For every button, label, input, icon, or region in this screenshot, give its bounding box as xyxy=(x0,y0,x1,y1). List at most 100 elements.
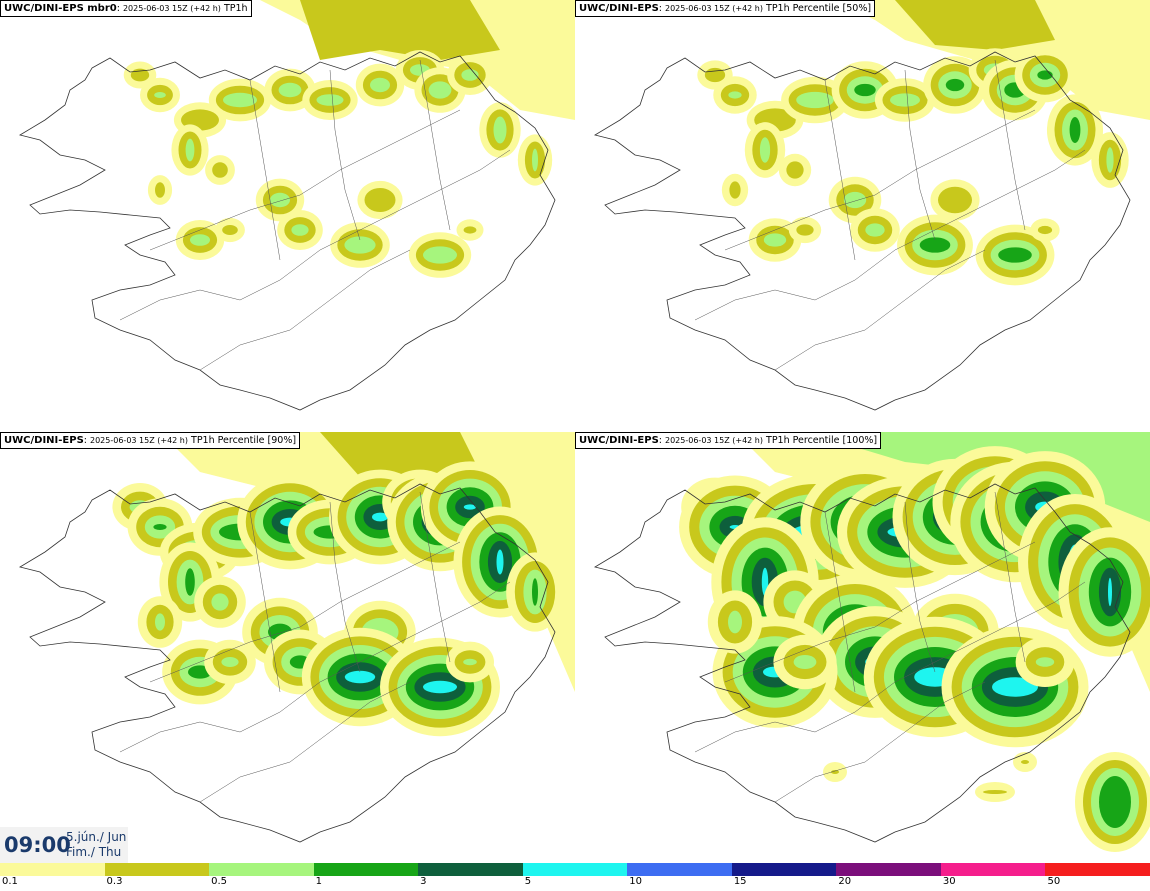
road-line xyxy=(904,69,936,241)
colorbar-segment xyxy=(522,863,628,876)
road-line xyxy=(419,491,451,663)
valid-time: 09:00 xyxy=(4,833,71,857)
road-line xyxy=(149,109,461,251)
road-line xyxy=(329,501,361,673)
colorbar-tick-label: 50 xyxy=(1047,876,1061,887)
map-panel-member0: UWC/DINI-EPS mbr0: 2025-06-03 15Z (+42 h… xyxy=(0,0,575,432)
colorbar-tick-label: 5 xyxy=(524,876,532,887)
coastline xyxy=(18,51,556,411)
coastline xyxy=(593,51,1131,411)
precip-area xyxy=(895,0,1055,50)
precip-cell xyxy=(185,568,195,596)
precip-cell xyxy=(1069,117,1081,143)
panel-title: UWC/DINI-EPS: 2025-06-03 15Z (+42 h) TP1… xyxy=(575,0,876,17)
colorbar-segment xyxy=(313,863,419,876)
road-line xyxy=(774,249,986,371)
panel-title: UWC/DINI-EPS mbr0: 2025-06-03 15Z (+42 h… xyxy=(0,0,252,17)
precip-cell xyxy=(532,148,538,172)
road-line xyxy=(149,541,461,683)
colorbar-tick-label: 0.3 xyxy=(106,876,123,887)
colorbar-tick-label: 0.5 xyxy=(211,876,227,887)
precip-cell xyxy=(423,680,457,694)
precip-cell xyxy=(729,181,741,199)
precip-cell xyxy=(1099,776,1131,828)
road-line xyxy=(119,149,511,321)
colorbar-segment xyxy=(1045,863,1150,876)
road-line xyxy=(774,681,986,803)
colorbar-tick-label: 3 xyxy=(420,876,427,887)
road-line xyxy=(249,79,281,261)
colorbar-tick-label: 10 xyxy=(629,876,642,887)
precip-cell xyxy=(344,670,376,684)
precip-cell xyxy=(763,233,787,247)
precip-cell xyxy=(155,613,165,631)
colorbar-tick-label: 15 xyxy=(733,876,747,887)
precip-colorbar xyxy=(0,863,1150,876)
precip-map-p50 xyxy=(593,0,1150,411)
map-panel-percentile-100: UWC/DINI-EPS: 2025-06-03 15Z (+42 h) TP1… xyxy=(575,432,1150,863)
road-line xyxy=(994,491,1026,663)
precip-cell xyxy=(793,655,817,669)
precip-cell xyxy=(728,610,742,634)
precip-area xyxy=(300,0,500,60)
precip-cell xyxy=(945,78,965,92)
colorbar-segment xyxy=(0,863,106,876)
precip-cell xyxy=(428,81,452,99)
precip-cell xyxy=(153,524,167,530)
road-line xyxy=(694,149,1086,321)
colorbar-tick-label: 20 xyxy=(838,876,852,887)
precip-cell xyxy=(372,512,388,522)
precip-cell xyxy=(154,92,166,98)
precip-cell xyxy=(843,191,867,209)
precip-cell xyxy=(796,91,834,109)
precip-cell xyxy=(496,549,504,575)
road-line xyxy=(419,59,451,231)
precip-cell xyxy=(493,116,507,144)
precip-cell xyxy=(1035,657,1055,667)
precip-cell xyxy=(423,246,457,264)
precip-cell xyxy=(1108,577,1112,607)
colorbar-tick-label: 30 xyxy=(942,876,956,887)
precip-cell xyxy=(463,504,477,510)
road-line xyxy=(994,59,1026,231)
colorbar-segment xyxy=(209,863,315,876)
precip-cell xyxy=(223,92,257,108)
precip-cell xyxy=(463,226,477,234)
precip-cell xyxy=(1021,760,1029,764)
colorbar-tick-label: 0.1 xyxy=(2,876,18,887)
precip-map-p90 xyxy=(18,432,575,843)
valid-time-box: 09:00 5.jún./ Jun Fim./ Thu xyxy=(0,827,128,863)
precip-cell xyxy=(1037,225,1053,235)
precip-cell xyxy=(461,69,479,81)
valid-day: Fim./ Thu xyxy=(66,845,122,859)
precip-cell xyxy=(190,234,210,246)
precip-cell xyxy=(919,237,951,253)
road-line xyxy=(199,249,411,371)
colorbar-segment xyxy=(627,863,733,876)
precip-cell xyxy=(370,77,390,93)
precip-cell xyxy=(278,82,302,98)
precip-cell xyxy=(865,223,885,237)
map-panel-percentile-90: UWC/DINI-EPS: 2025-06-03 15Z (+42 h) TP1… xyxy=(0,432,575,863)
precip-cell xyxy=(291,224,309,236)
precip-cell xyxy=(786,161,804,179)
map-panel-percentile-50: UWC/DINI-EPS: 2025-06-03 15Z (+42 h) TP1… xyxy=(575,0,1150,432)
panel-title: UWC/DINI-EPS: 2025-06-03 15Z (+42 h) TP1… xyxy=(575,432,882,449)
precip-cell xyxy=(854,83,876,97)
road-line xyxy=(694,581,1086,753)
precip-cell xyxy=(532,578,538,606)
precip-cell xyxy=(890,93,920,107)
valid-date: 5.jún./ Jun xyxy=(66,830,127,844)
road-line xyxy=(329,69,361,241)
road-line xyxy=(904,501,936,673)
precip-cell xyxy=(992,677,1038,697)
colorbar-segment xyxy=(418,863,524,876)
coastline xyxy=(593,483,1131,843)
precip-cell xyxy=(998,247,1032,263)
precip-cell xyxy=(344,236,376,254)
precip-cell xyxy=(1106,147,1114,173)
colorbar-segment xyxy=(836,863,942,876)
precip-cell xyxy=(796,224,814,236)
road-line xyxy=(824,511,856,693)
precip-cell xyxy=(831,770,839,774)
